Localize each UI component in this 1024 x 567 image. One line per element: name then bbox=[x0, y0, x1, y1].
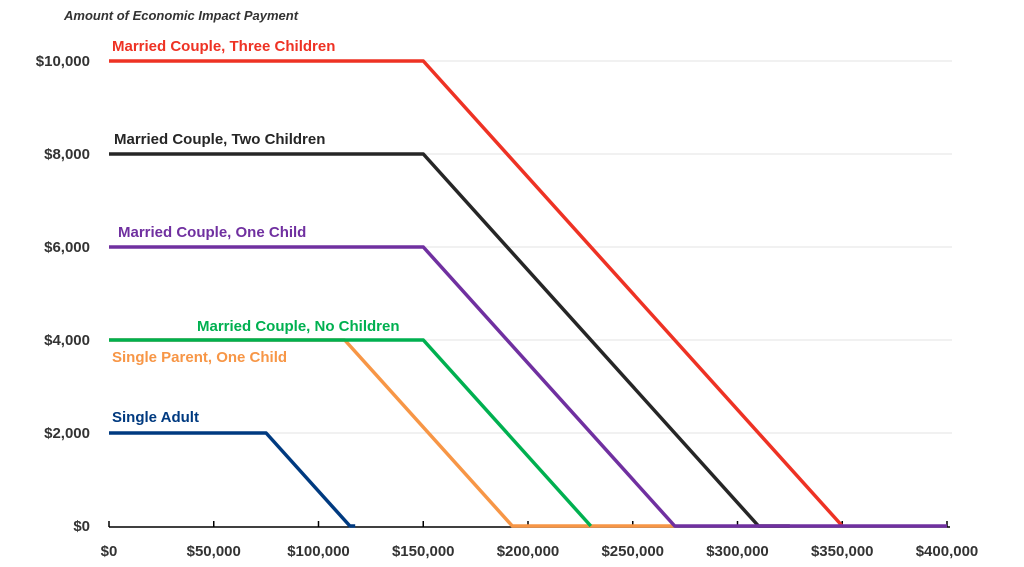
x-tick-label: $50,000 bbox=[187, 543, 241, 560]
y-tick-label: $2,000 bbox=[44, 425, 90, 442]
series-label: Single Adult bbox=[112, 409, 199, 426]
x-tick-label: $400,000 bbox=[916, 543, 979, 560]
x-tick-label: $200,000 bbox=[497, 543, 560, 560]
series-line-2 bbox=[109, 59, 844, 528]
y-tick-label: $6,000 bbox=[44, 239, 90, 256]
y-tick-label: $10,000 bbox=[36, 53, 90, 70]
chart-title: Amount of Economic Impact Payment bbox=[63, 8, 299, 23]
x-tick-label: $300,000 bbox=[706, 543, 769, 560]
x-tick-label: $100,000 bbox=[287, 543, 350, 560]
series-label: Married Couple, No Children bbox=[197, 318, 400, 335]
x-tick-label: $350,000 bbox=[811, 543, 874, 560]
series-label: Married Couple, One Child bbox=[118, 224, 306, 241]
x-tick-label: $250,000 bbox=[601, 543, 664, 560]
x-tick-label: $150,000 bbox=[392, 543, 455, 560]
series-label: Married Couple, Two Children bbox=[114, 131, 325, 148]
y-tick-label: $8,000 bbox=[44, 146, 90, 163]
y-tick-label: $0 bbox=[73, 518, 90, 535]
x-tick-label: $0 bbox=[101, 543, 118, 560]
series-line-5 bbox=[109, 431, 356, 528]
series-line-4 bbox=[109, 245, 947, 528]
series-line-1 bbox=[109, 338, 593, 528]
series-label: Single Parent, One Child bbox=[112, 349, 287, 366]
y-tick-label: $4,000 bbox=[44, 332, 90, 349]
series-label: Married Couple, Three Children bbox=[112, 38, 335, 55]
